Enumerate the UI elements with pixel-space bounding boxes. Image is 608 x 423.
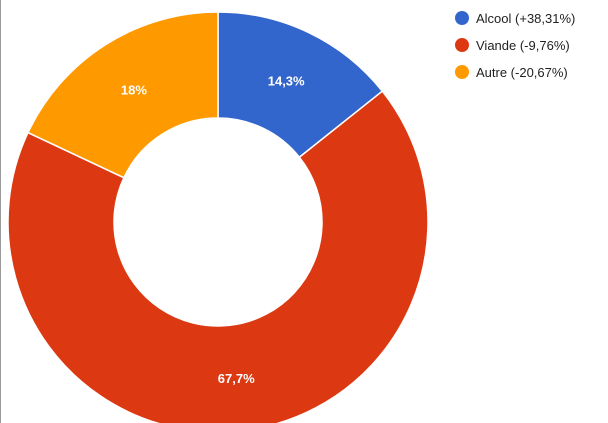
legend: Alcool (+38,31%) Viande (-9,76%) Autre (-2… (455, 11, 575, 80)
slice-2[interactable] (26, 11, 219, 179)
legend-label-2: Autre (-20,67%) (476, 65, 568, 80)
slices-layer (7, 11, 429, 423)
left-border (0, 0, 1, 423)
slice-0[interactable] (217, 11, 384, 159)
legend-swatch-1 (455, 38, 469, 52)
legend-label-0: Alcool (+38,31%) (476, 11, 575, 26)
slice-labels-layer: 14,3% 67,7% 18% (121, 74, 305, 386)
legend-item-1[interactable]: Viande (-9,76%) (455, 38, 570, 53)
slice-value-label-1: 67,7% (218, 371, 255, 386)
slice-1[interactable] (7, 90, 429, 423)
slice-value-label-2: 18% (121, 82, 147, 97)
slice-value-label-0: 14,3% (268, 74, 305, 89)
legend-swatch-2 (455, 65, 469, 79)
legend-item-0[interactable]: Alcool (+38,31%) (455, 11, 575, 26)
legend-label-1: Viande (-9,76%) (476, 38, 570, 53)
legend-item-2[interactable]: Autre (-20,67%) (455, 65, 568, 80)
legend-swatch-0 (455, 11, 469, 25)
